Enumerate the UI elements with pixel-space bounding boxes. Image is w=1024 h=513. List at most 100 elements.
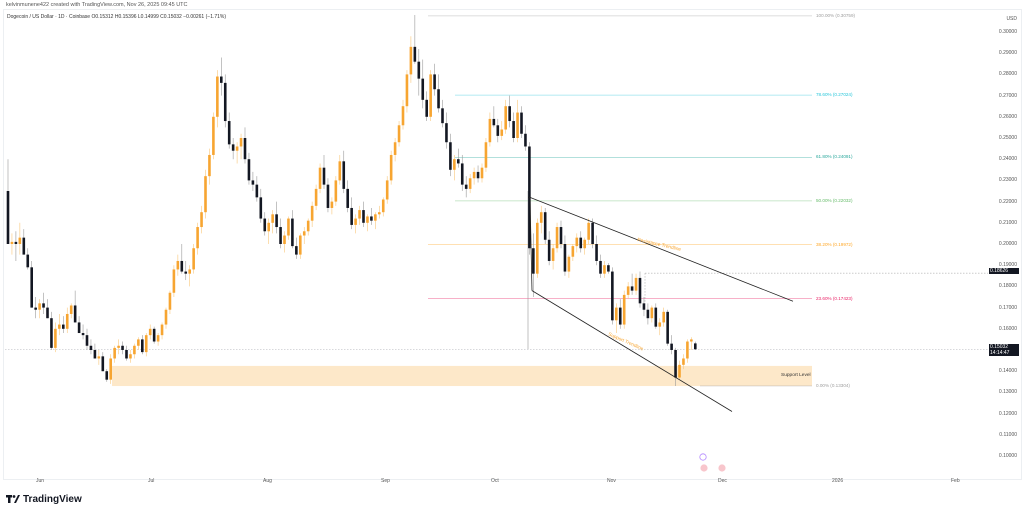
candle (622, 290, 626, 329)
resistance-trendline[interactable] (529, 196, 794, 302)
candle (670, 335, 673, 355)
candle (81, 324, 85, 340)
candle (85, 328, 89, 350)
candle (89, 339, 93, 355)
tradingview-logo[interactable]: TradingView (6, 494, 82, 505)
candle (38, 299, 41, 319)
candle (603, 260, 606, 278)
fib-label: 61.80% (0.24091) (816, 154, 853, 160)
candle (6, 159, 10, 244)
candle (421, 59, 425, 109)
candle (334, 176, 338, 206)
candle (429, 70, 432, 122)
event-icon[interactable] (699, 453, 707, 461)
candle (310, 201, 314, 228)
candle (464, 176, 468, 198)
candle (69, 303, 73, 319)
candle (141, 335, 144, 355)
y-axis-tick: 0.17000 (998, 304, 1017, 311)
candle (358, 205, 361, 225)
candle (417, 48, 421, 96)
candle (488, 112, 492, 147)
current-price-label: 0.15032 14:14:47 (989, 344, 1019, 356)
candle (453, 154, 456, 181)
y-axis-tick: 0.16000 (998, 325, 1017, 332)
y-axis-tick: 0.18000 (998, 283, 1017, 290)
candle (144, 333, 148, 357)
candle (618, 299, 622, 329)
candle (626, 282, 630, 300)
candle (460, 154, 464, 191)
candle (299, 233, 302, 259)
candle (409, 36, 413, 83)
candle (381, 197, 385, 217)
y-axis-tick: 0.29000 (998, 50, 1017, 57)
us-flag-icon[interactable] (718, 464, 726, 472)
candle (559, 220, 563, 249)
candle (125, 345, 128, 361)
candle (500, 121, 504, 141)
candle (607, 263, 610, 274)
candle (457, 148, 460, 168)
current-price: 0.15032 (990, 344, 1009, 350)
candle (646, 303, 650, 325)
candle (121, 341, 124, 355)
candle (160, 322, 164, 340)
candle (496, 118, 500, 143)
candle (330, 197, 334, 215)
candle (188, 265, 191, 287)
support-trendline[interactable] (531, 290, 733, 412)
candle (611, 267, 614, 325)
candle (291, 210, 294, 249)
y-axis-tick: 0.13000 (998, 389, 1017, 396)
candle (583, 237, 586, 255)
candle (385, 176, 389, 204)
candle (287, 216, 290, 240)
candle (504, 99, 507, 134)
chart-credit: kelvinmunene422 created with TradingView… (6, 2, 188, 8)
candle (117, 339, 120, 355)
candle (346, 180, 349, 213)
candle (227, 112, 231, 149)
candle (575, 233, 579, 253)
candle (591, 218, 594, 249)
candle (326, 178, 330, 213)
symbol-ohlc-legend: Dogecoin / US Dollar · 1D · Coinbase O0.… (7, 14, 227, 20)
candle (235, 142, 239, 164)
candle (184, 260, 188, 281)
candle (615, 303, 618, 334)
candle (318, 163, 322, 194)
y-axis-tick: 0.19000 (998, 262, 1017, 269)
candle (397, 121, 401, 147)
candle (231, 138, 235, 160)
candle (251, 171, 255, 191)
candle (642, 297, 646, 317)
candle (389, 150, 393, 185)
candle (547, 231, 551, 266)
y-axis-tick: 0.25000 (998, 135, 1017, 141)
y-axis-tick: 0.28000 (998, 71, 1017, 78)
candle (73, 290, 77, 323)
candle (595, 235, 598, 266)
tradingview-logo-icon (6, 495, 20, 503)
us-flag-icon[interactable] (700, 464, 708, 472)
candle (338, 154, 342, 185)
candle (472, 167, 476, 185)
candle (508, 95, 511, 128)
candle (50, 311, 53, 350)
fib-label: 0.00% (0.13304) (816, 382, 850, 388)
y-axis-tick: 0.11000 (999, 431, 1017, 438)
candle (543, 207, 547, 244)
candle (208, 148, 211, 185)
x-axis-tick: Dec (718, 478, 727, 484)
candle (156, 333, 160, 346)
candle (393, 138, 397, 162)
candle (579, 231, 583, 253)
x-axis-tick: Sep (381, 478, 390, 484)
candle (350, 197, 353, 230)
candle (46, 299, 49, 319)
candle (204, 169, 207, 219)
candle (445, 112, 448, 149)
candle (658, 318, 662, 336)
